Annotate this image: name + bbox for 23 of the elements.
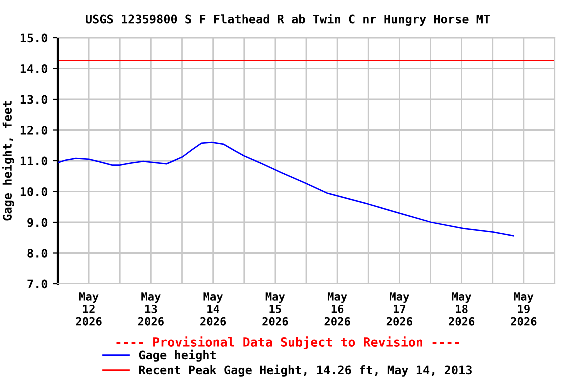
x-tick-label: May 18 2026	[449, 292, 475, 326]
chart-title: USGS 12359800 S F Flathead R ab Twin C nr Hungry Horse MT	[86, 14, 490, 26]
y-tick-label: 10.0	[20, 187, 48, 196]
y-tick-label: 8.0	[28, 248, 48, 258]
y-tick-label: 7.0	[28, 280, 48, 289]
legend-label: Recent Peak Gage Height, 14.26 ft, May 14, 2013	[139, 364, 472, 377]
y-tick-label: 15.0	[20, 34, 48, 43]
legend-label: Gage height	[139, 350, 216, 362]
y-tick-label: 9.0	[28, 218, 48, 228]
y-tick-label: 13.0	[20, 95, 48, 104]
x-tick-label: May 14 2026	[200, 292, 226, 326]
line-series	[58, 142, 514, 237]
text: ---- Provisional Data Subject to Revision ----	[116, 336, 460, 350]
x-tick-label: May 17 2026	[386, 292, 412, 326]
x-tick-label: May 16 2026	[324, 292, 350, 326]
y-tick-label: 12.0	[20, 126, 48, 135]
x-tick-label: May 12 2026	[76, 292, 102, 326]
y-tick-label: 14.0	[20, 64, 48, 74]
y-tick-label: 11.0	[20, 156, 48, 166]
x-tick-label: May 13 2026	[138, 292, 164, 326]
y-axis-title: Gage height, feet	[2, 102, 14, 221]
x-tick-label: May 19 2026	[511, 292, 537, 326]
x-tick-label: May 15 2026	[262, 292, 288, 326]
